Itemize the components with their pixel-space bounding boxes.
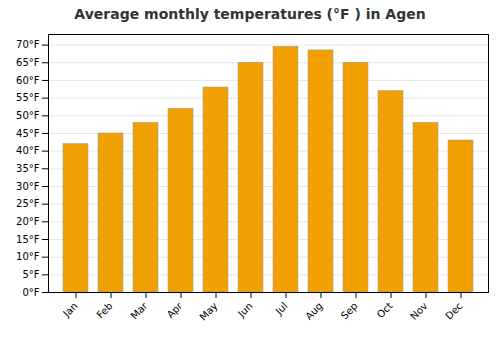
svg-text:25°F: 25°F xyxy=(16,198,40,209)
svg-text:Sep: Sep xyxy=(339,300,360,321)
svg-text:0°F: 0°F xyxy=(22,287,39,298)
svg-text:Jan: Jan xyxy=(60,300,79,319)
svg-text:10°F: 10°F xyxy=(16,251,40,262)
svg-text:65°F: 65°F xyxy=(16,57,40,68)
svg-text:60°F: 60°F xyxy=(16,75,40,86)
svg-text:50°F: 50°F xyxy=(16,110,40,121)
svg-text:Aug: Aug xyxy=(303,300,325,322)
svg-text:35°F: 35°F xyxy=(16,163,40,174)
svg-text:Nov: Nov xyxy=(408,300,430,322)
svg-text:45°F: 45°F xyxy=(16,128,40,139)
svg-text:Jun: Jun xyxy=(235,300,255,320)
svg-text:30°F: 30°F xyxy=(16,181,40,192)
svg-text:40°F: 40°F xyxy=(16,145,40,156)
svg-text:Feb: Feb xyxy=(94,300,114,320)
svg-text:Apr: Apr xyxy=(165,300,186,321)
svg-text:55°F: 55°F xyxy=(16,92,40,103)
svg-text:20°F: 20°F xyxy=(16,216,40,227)
svg-text:Oct: Oct xyxy=(375,300,395,320)
svg-text:Jul: Jul xyxy=(273,300,290,317)
svg-text:Mar: Mar xyxy=(129,300,151,322)
svg-text:70°F: 70°F xyxy=(16,39,40,50)
svg-text:5°F: 5°F xyxy=(22,269,39,280)
svg-text:15°F: 15°F xyxy=(16,234,40,245)
svg-text:Dec: Dec xyxy=(443,300,464,321)
svg-text:May: May xyxy=(197,300,219,322)
html-text:Average monthly temperatures (: Average monthly temperatures (°F ) in Ag… xyxy=(74,6,426,22)
